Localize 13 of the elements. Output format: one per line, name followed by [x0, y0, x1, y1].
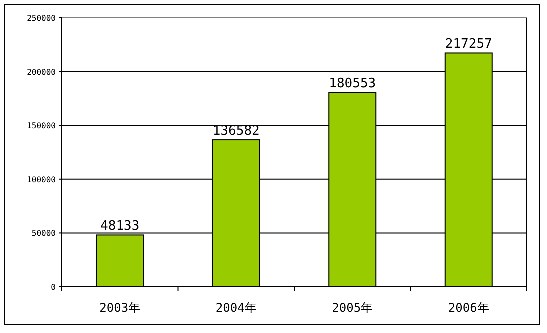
x-tick-label: 2005年 — [332, 301, 374, 315]
x-tick-label: 2006年 — [448, 301, 490, 315]
y-tick-label: 0 — [51, 283, 56, 292]
data-label: 180553 — [329, 76, 376, 92]
x-tick-label: 2004年 — [216, 301, 257, 315]
data-label: 48133 — [100, 219, 140, 234]
x-tick-label: 2003年 — [100, 301, 141, 315]
y-tick-label: 150000 — [27, 122, 56, 131]
y-tick-label: 50000 — [32, 229, 56, 238]
y-tick-label: 100000 — [27, 175, 56, 184]
y-tick-label: 200000 — [27, 68, 56, 77]
data-label: 217257 — [445, 37, 492, 52]
y-tick-label: 250000 — [27, 14, 56, 23]
